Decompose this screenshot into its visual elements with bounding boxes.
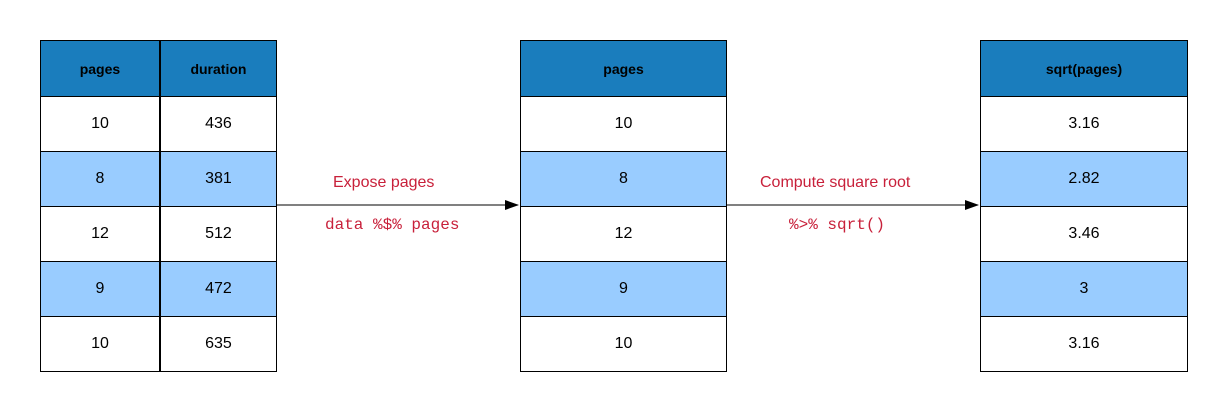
- column-header-pages: pages: [520, 40, 727, 97]
- cell-duration: 381: [159, 151, 277, 207]
- cell-duration: 512: [159, 206, 277, 262]
- cell-duration: 472: [159, 261, 277, 317]
- table-row: 8: [520, 151, 727, 207]
- table-row: 3.16: [980, 96, 1188, 152]
- cell-pages: 12: [39, 206, 161, 262]
- cell-duration: 635: [159, 316, 277, 372]
- cell-sqrt: 3.16: [980, 316, 1188, 372]
- cell-pages: 9: [520, 261, 727, 317]
- exposed-table: pages 10 8 12 9 10: [520, 40, 727, 372]
- cell-pages: 12: [520, 206, 727, 262]
- cell-pages: 8: [520, 151, 727, 207]
- column-header-sqrt-pages: sqrt(pages): [980, 40, 1188, 97]
- table-row: 10: [520, 316, 727, 372]
- column-header-duration: duration: [159, 40, 277, 97]
- table-row: 3.16: [980, 316, 1188, 372]
- cell-sqrt: 3.16: [980, 96, 1188, 152]
- table-row: 10 436: [39, 96, 277, 152]
- step-label-expose: Expose pages: [333, 174, 435, 191]
- cell-pages: 10: [520, 96, 727, 152]
- table-row: 2.82: [980, 151, 1188, 207]
- step-code-expose: data %$% pages: [325, 216, 460, 234]
- table-header-row: pages duration: [39, 40, 277, 97]
- cell-pages: 8: [39, 151, 161, 207]
- cell-sqrt: 2.82: [980, 151, 1188, 207]
- table-header-row: sqrt(pages): [980, 40, 1188, 97]
- column-header-pages: pages: [39, 40, 161, 97]
- table-row: 12 512: [39, 206, 277, 262]
- cell-pages: 10: [520, 316, 727, 372]
- input-table: pages duration 10 436 8 381 12 512 9 472…: [39, 40, 277, 372]
- step-label-compute: Compute square root: [760, 174, 911, 191]
- table-row: 8 381: [39, 151, 277, 207]
- cell-pages: 10: [39, 316, 161, 372]
- table-row: 10 635: [39, 316, 277, 372]
- table-row: 9: [520, 261, 727, 317]
- result-table: sqrt(pages) 3.16 2.82 3.46 3 3.16: [980, 40, 1188, 372]
- cell-sqrt: 3: [980, 261, 1188, 317]
- table-header-row: pages: [520, 40, 727, 97]
- table-row: 3: [980, 261, 1188, 317]
- step-code-compute: %>% sqrt(): [789, 216, 886, 234]
- table-row: 10: [520, 96, 727, 152]
- cell-duration: 436: [159, 96, 277, 152]
- table-row: 12: [520, 206, 727, 262]
